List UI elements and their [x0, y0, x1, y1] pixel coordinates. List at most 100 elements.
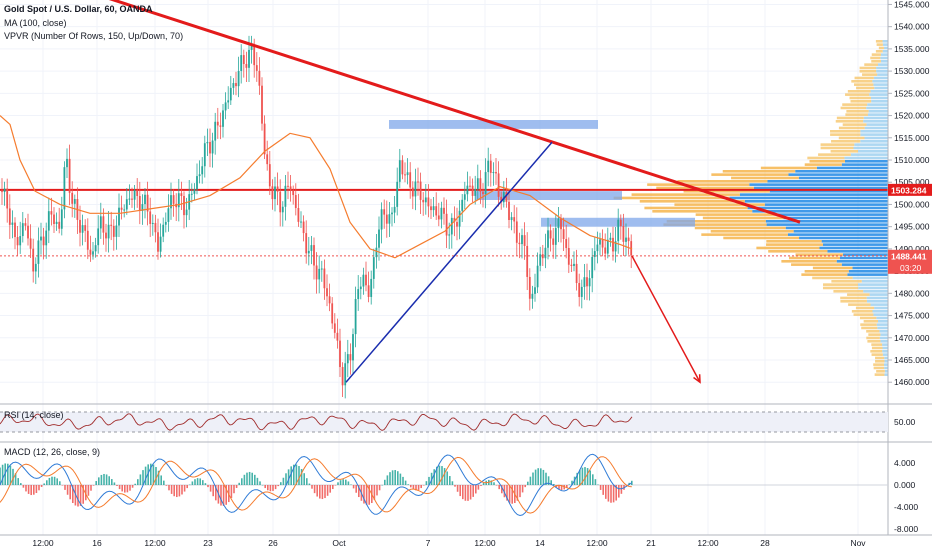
countdown-label: 03:20 [900, 263, 922, 273]
vp-up-bar [863, 116, 888, 120]
macd-histogram-bar [451, 481, 454, 485]
vp-down-bar [870, 56, 881, 60]
candle-body [219, 125, 222, 127]
macd-histogram-bar [612, 485, 615, 503]
macd-histogram-bar [274, 485, 277, 490]
price-tick-label: 1505.000 [894, 177, 930, 187]
vp-up-bar [879, 336, 888, 340]
candle-body [388, 214, 391, 224]
vp-down-bar [864, 63, 878, 66]
vp-down-bar [663, 223, 767, 226]
macd-histogram-bar [43, 483, 45, 485]
macd-histogram-bar [425, 481, 428, 485]
candle-body [391, 212, 393, 215]
macd-histogram-bar [173, 485, 175, 497]
macd-histogram-bar [248, 471, 251, 485]
macd-histogram-bar [264, 485, 266, 489]
macd-histogram-bar [129, 485, 131, 491]
candle-body [583, 277, 586, 287]
macd-histogram-bar [113, 482, 116, 485]
candle-body [531, 293, 534, 299]
candle-body [37, 240, 40, 264]
candle-body [326, 288, 328, 297]
candle-body [424, 197, 427, 203]
candle-body [170, 195, 172, 209]
candle-body [378, 229, 380, 248]
vp-up-bar [858, 150, 888, 153]
vp-down-bar [631, 193, 740, 196]
candle-body [573, 263, 575, 266]
vp-down-bar [838, 136, 865, 140]
macd-histogram-bar [503, 485, 506, 498]
macd-histogram-bar [144, 466, 147, 485]
time-tick-label: 12:00 [474, 538, 496, 548]
vp-up-bar [882, 40, 888, 43]
macd-histogram-bar [27, 485, 30, 494]
macd-histogram-bar [103, 473, 105, 485]
macd-histogram-bar [300, 469, 303, 485]
vp-up-bar [822, 243, 888, 246]
candle-body [601, 239, 604, 248]
candle-body [276, 186, 279, 192]
macd-histogram-bar [454, 485, 456, 487]
vp-down-bar [855, 306, 875, 310]
macd-histogram-bar [469, 485, 472, 500]
price-tick-label: 1490.000 [894, 244, 930, 254]
macd-histogram-bar [53, 476, 56, 485]
vp-down-bar [666, 220, 766, 223]
last-price-label: 1488.441 [891, 251, 927, 261]
macd-histogram-bar [251, 472, 253, 485]
vp-down-bar [731, 176, 799, 180]
candle-body [479, 178, 482, 192]
macd-histogram-bar [358, 485, 360, 498]
candle-body [544, 247, 547, 259]
candle-body [513, 217, 516, 222]
candle-body [6, 188, 9, 209]
vp-down-bar [875, 50, 883, 53]
vp-down-bar [859, 70, 877, 73]
candle-body [102, 216, 105, 233]
vp-down-bar [840, 296, 867, 300]
macd-histogram-bar [566, 485, 568, 488]
macd-histogram-bar [534, 469, 537, 485]
macd-histogram-bar [1, 464, 4, 485]
candle-body [120, 207, 123, 210]
vp-down-bar [766, 243, 823, 246]
candle-body [84, 225, 87, 231]
macd-histogram-bar [212, 485, 214, 497]
vp-down-bar [875, 356, 885, 360]
vp-up-bar [799, 236, 888, 240]
candle-body [515, 221, 518, 243]
symbol-title: Gold Spot / U.S. Dollar, 60, OANDA [4, 4, 153, 14]
candle-body [463, 194, 466, 200]
candle-body [518, 242, 521, 245]
price-tick-label: 1480.000 [894, 288, 930, 298]
candle-body [521, 235, 523, 245]
macd-histogram-bar [436, 466, 438, 485]
vp-up-bar [858, 286, 888, 290]
macd-histogram-bar [417, 485, 420, 490]
macd-histogram-bar [378, 485, 381, 491]
macd-histogram-bar [59, 481, 61, 485]
candle-body [151, 222, 154, 224]
vp-up-bar [764, 203, 888, 206]
macd-histogram-bar [17, 478, 19, 485]
candle-body [346, 354, 349, 364]
time-tick-label: 21 [646, 538, 656, 548]
candle-body [209, 141, 211, 154]
macd-histogram-bar [501, 485, 503, 494]
candle-body [310, 245, 313, 251]
candle-body [625, 237, 627, 242]
macd-histogram-bar [256, 477, 259, 485]
vp-up-bar [864, 126, 888, 130]
candle-body [554, 228, 557, 245]
candle-body [401, 160, 404, 175]
candle-body [162, 224, 165, 237]
vp-up-bar [860, 130, 888, 133]
macd-histogram-bar [79, 485, 82, 506]
vp-up-bar [866, 123, 888, 126]
candle-body [508, 201, 510, 221]
vp-down-bar [847, 293, 870, 296]
